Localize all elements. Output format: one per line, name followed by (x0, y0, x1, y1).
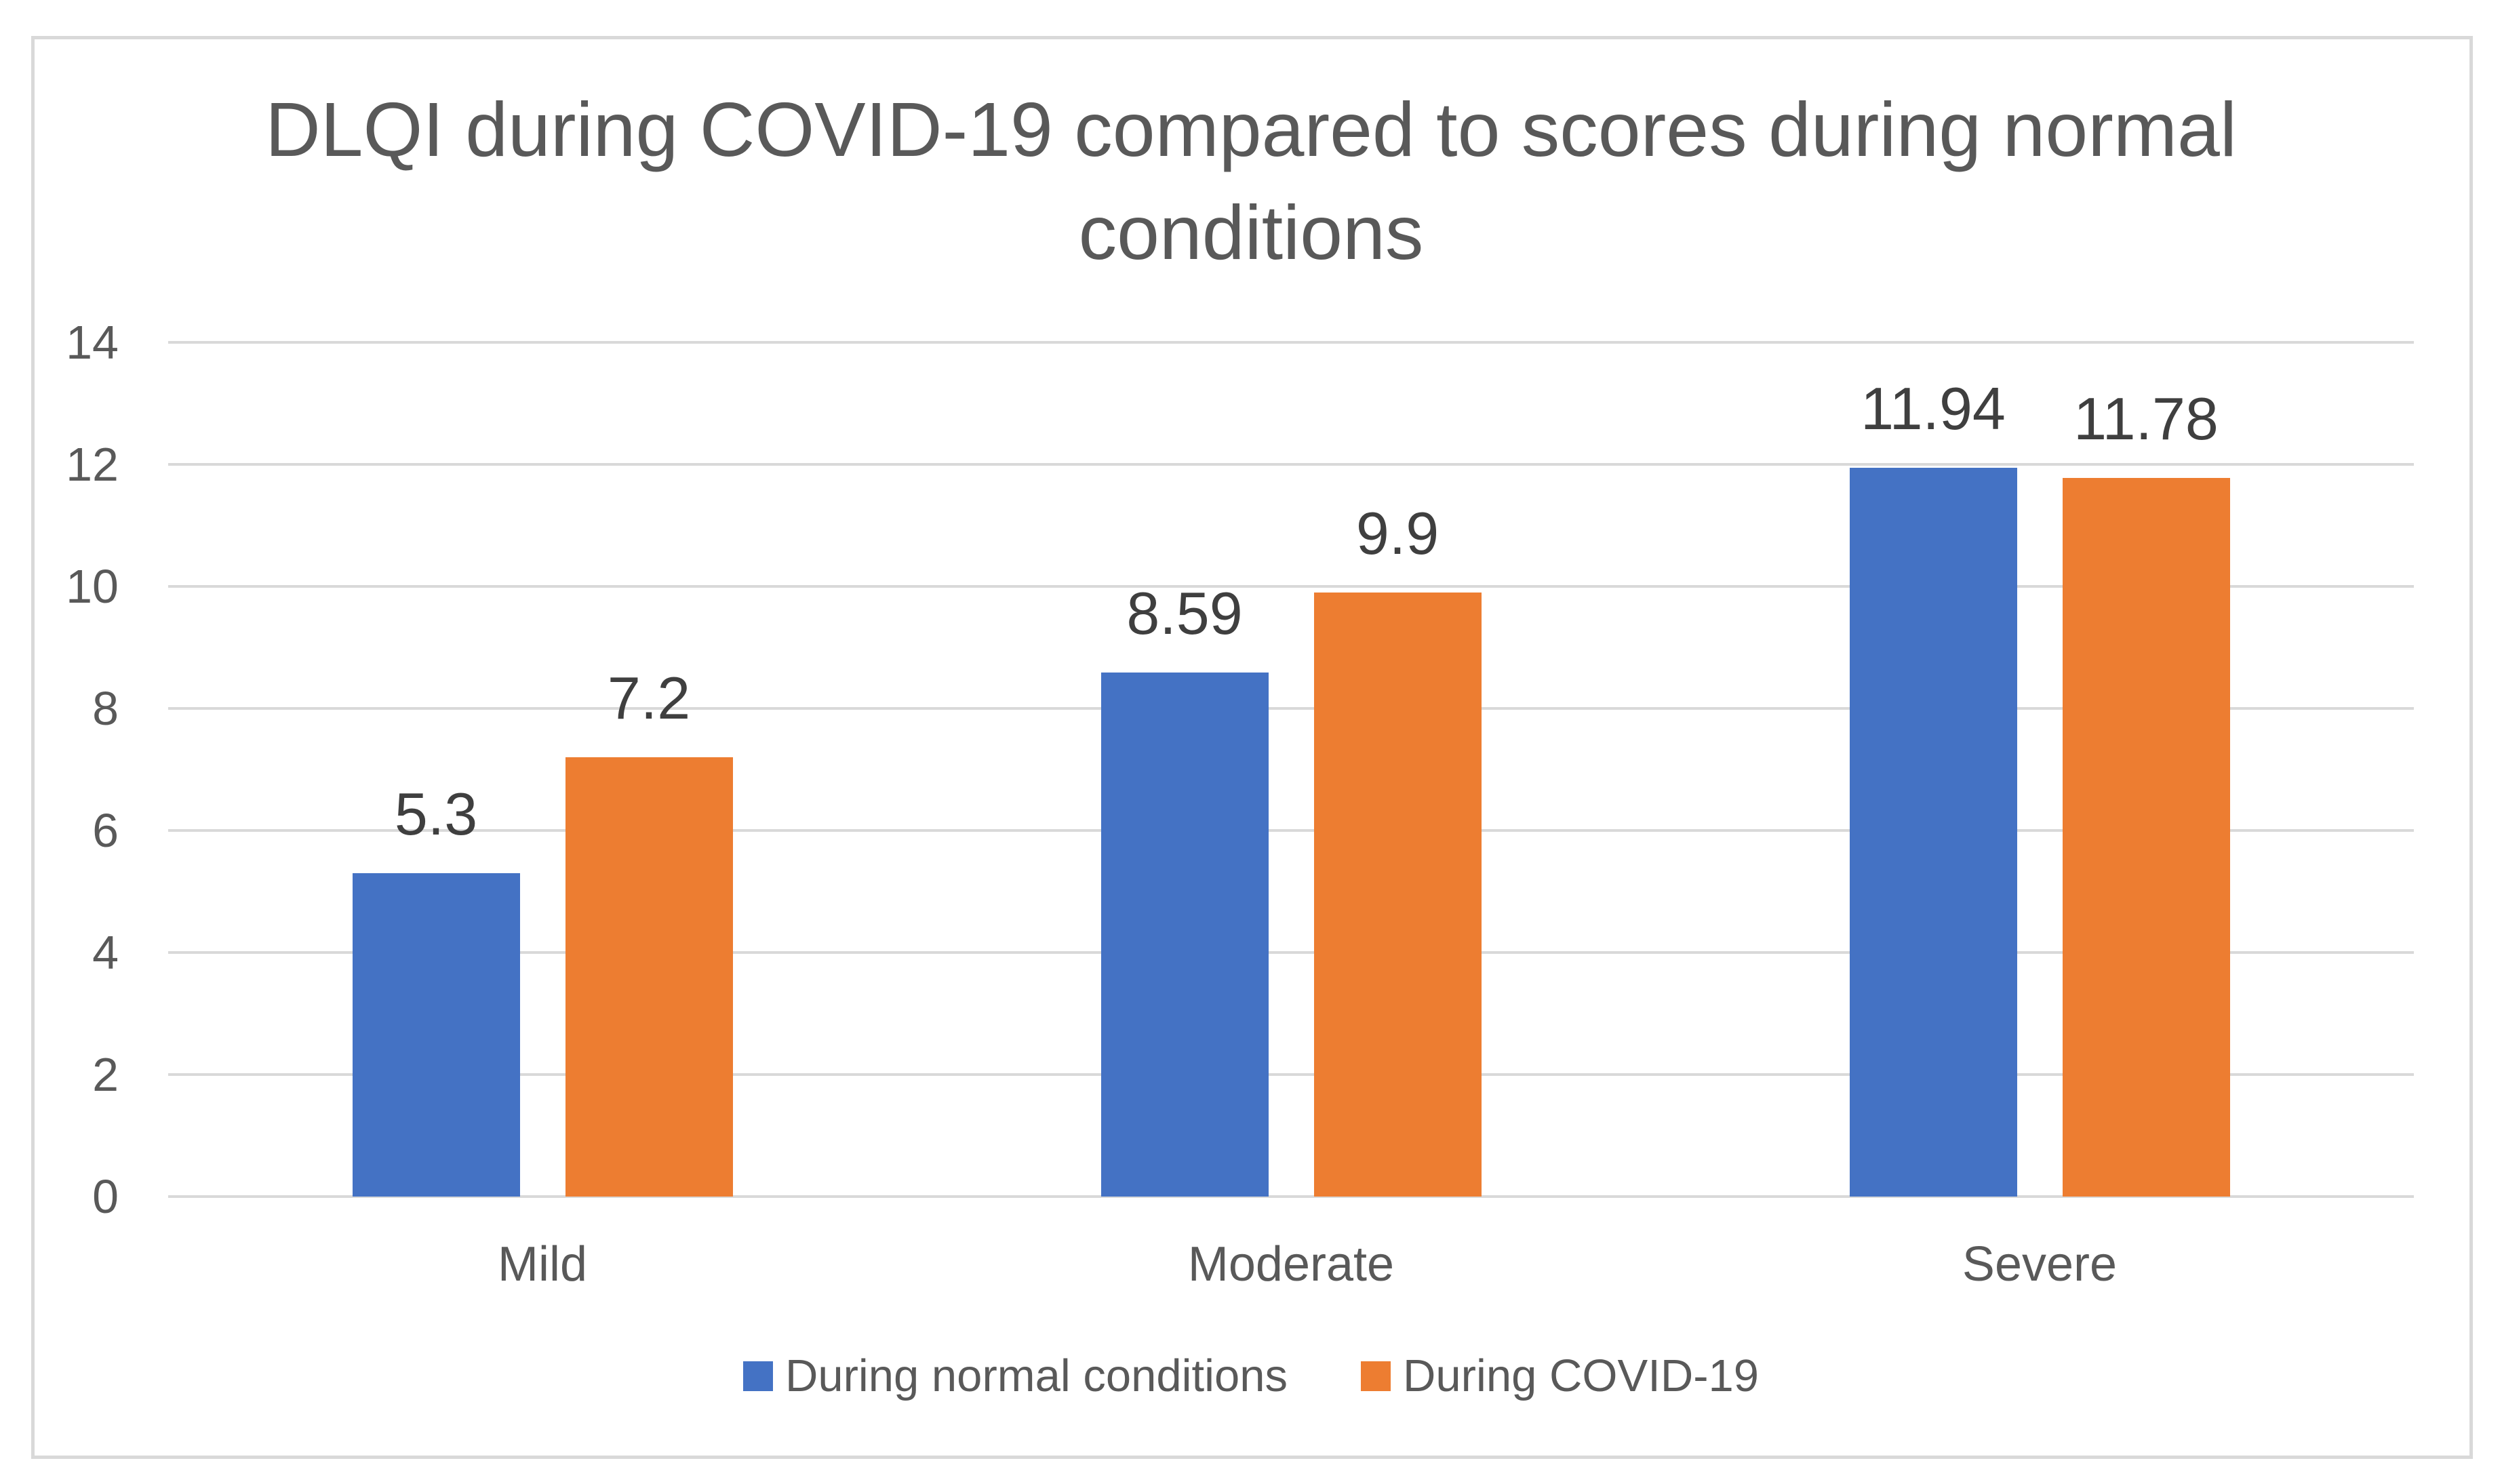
gridline-y-8 (168, 707, 2414, 710)
bar-severe-covid (2062, 477, 2230, 1197)
legend-swatch-icon (742, 1361, 773, 1391)
bar-severe-normal (1849, 468, 2017, 1197)
legend-item-normal-conditions: During normal conditions (742, 1350, 1288, 1401)
gridline-y-0 (168, 1195, 2414, 1198)
bar-moderate-normal (1100, 672, 1269, 1197)
data-label-mild-covid: 7.2 (607, 664, 691, 731)
gridline-y-12 (168, 463, 2414, 466)
legend-label: During normal conditions (785, 1350, 1288, 1401)
gridline-y-4 (168, 951, 2414, 954)
bar-mild-normal (352, 873, 520, 1197)
y-tick-label-6: 6 (92, 804, 119, 857)
y-tick-label-14: 14 (66, 316, 119, 369)
bar-mild-covid (565, 757, 733, 1197)
gridline-y-2 (168, 1073, 2414, 1076)
data-label-moderate-covid: 9.9 (1355, 500, 1439, 567)
y-tick-label-12: 12 (66, 438, 119, 491)
y-tick-label-4: 4 (92, 926, 119, 979)
legend-item-covid-19: During COVID-19 (1361, 1352, 1759, 1400)
legend-swatch-icon (1361, 1361, 1391, 1391)
category-label-moderate: Moderate (1187, 1237, 1395, 1291)
y-tick-label-0: 0 (92, 1170, 119, 1223)
gridline-y-10 (168, 585, 2414, 588)
gridline-y-6 (168, 829, 2414, 832)
y-tick-label-2: 2 (92, 1048, 119, 1101)
y-tick-label-8: 8 (92, 682, 119, 735)
gridline-y-14 (168, 341, 2414, 344)
chart-title: DLQI during COVID-19 compared to scores … (265, 87, 2237, 275)
data-label-severe-normal: 11.94 (1861, 375, 2006, 443)
legend-label: During COVID-19 (1403, 1350, 1760, 1401)
data-label-mild-normal: 5.3 (394, 780, 478, 847)
category-label-mild: Mild (497, 1237, 588, 1291)
plot-area (168, 341, 2414, 1198)
category-label-severe: Severe (1962, 1237, 2118, 1291)
data-label-moderate-normal: 8.59 (1126, 579, 1243, 647)
bar-moderate-covid (1313, 593, 1482, 1197)
y-tick-label-10: 10 (66, 560, 119, 613)
data-label-severe-covid: 11.78 (2073, 384, 2219, 452)
legend: During normal conditions During COVID-19 (0, 1352, 2502, 1400)
